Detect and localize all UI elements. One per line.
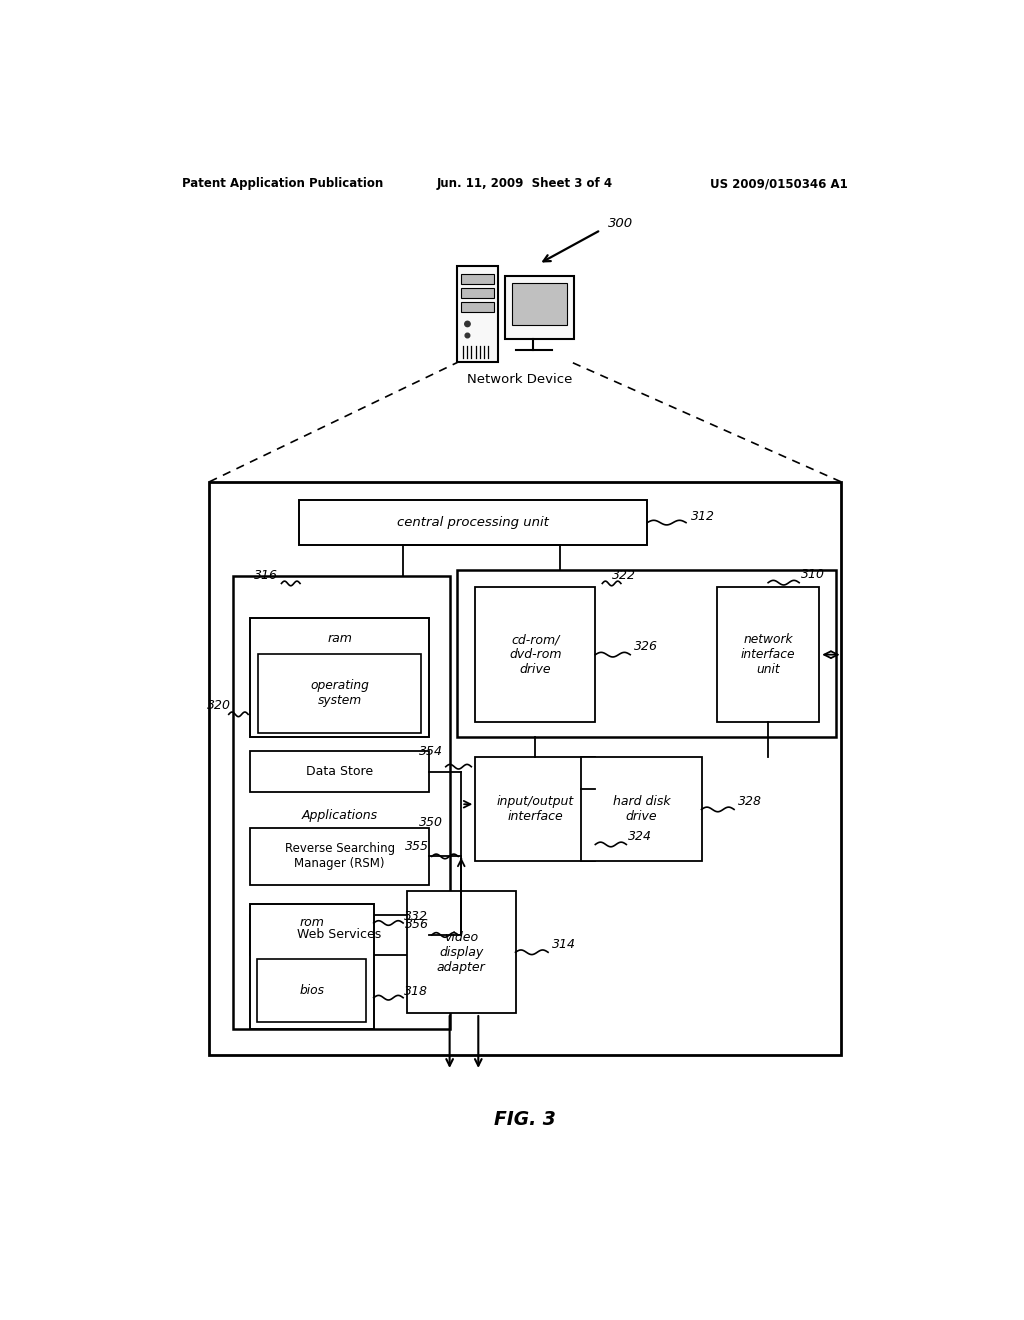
Circle shape [465, 333, 470, 338]
Text: network
interface
unit: network interface unit [741, 634, 796, 676]
FancyBboxPatch shape [250, 904, 374, 1028]
Text: 328: 328 [737, 795, 762, 808]
Text: ram: ram [327, 631, 352, 644]
Text: central processing unit: central processing unit [397, 516, 549, 529]
Text: Applications: Applications [301, 809, 378, 822]
FancyBboxPatch shape [250, 751, 429, 792]
Text: cd-rom/
dvd-rom
drive: cd-rom/ dvd-rom drive [509, 634, 561, 676]
Text: 326: 326 [634, 640, 657, 653]
Text: 312: 312 [691, 510, 715, 523]
FancyBboxPatch shape [250, 618, 429, 738]
Text: 300: 300 [607, 218, 633, 231]
Text: 320: 320 [208, 698, 231, 711]
Text: FIG. 3: FIG. 3 [494, 1110, 556, 1129]
FancyBboxPatch shape [257, 960, 366, 1022]
Text: input/output
interface: input/output interface [497, 796, 573, 824]
Text: bios: bios [299, 985, 325, 998]
FancyBboxPatch shape [475, 758, 595, 862]
FancyBboxPatch shape [461, 288, 494, 298]
FancyBboxPatch shape [407, 891, 515, 1014]
Text: Data Store: Data Store [306, 766, 373, 779]
FancyBboxPatch shape [250, 915, 429, 956]
FancyBboxPatch shape [299, 500, 647, 545]
Circle shape [465, 321, 470, 326]
Text: operating
system: operating system [310, 680, 369, 708]
Text: 318: 318 [404, 985, 428, 998]
FancyBboxPatch shape [458, 570, 836, 738]
FancyBboxPatch shape [475, 587, 595, 722]
Text: 350: 350 [419, 816, 443, 829]
FancyBboxPatch shape [250, 829, 429, 884]
Text: Network Device: Network Device [467, 372, 572, 385]
FancyBboxPatch shape [232, 576, 450, 1028]
Text: 316: 316 [254, 569, 278, 582]
FancyBboxPatch shape [506, 276, 573, 339]
FancyBboxPatch shape [461, 302, 494, 312]
Text: 356: 356 [406, 919, 429, 932]
Text: 355: 355 [406, 840, 429, 853]
Text: Patent Application Publication: Patent Application Publication [182, 177, 384, 190]
Text: 310: 310 [801, 568, 825, 581]
Text: US 2009/0150346 A1: US 2009/0150346 A1 [710, 177, 848, 190]
FancyBboxPatch shape [582, 758, 701, 862]
Text: Jun. 11, 2009  Sheet 3 of 4: Jun. 11, 2009 Sheet 3 of 4 [437, 177, 612, 190]
FancyBboxPatch shape [512, 284, 567, 326]
Text: 322: 322 [612, 569, 636, 582]
Text: 314: 314 [552, 939, 575, 952]
FancyBboxPatch shape [458, 267, 498, 363]
Text: rom: rom [299, 916, 325, 929]
FancyBboxPatch shape [461, 275, 494, 284]
Text: 324: 324 [629, 830, 652, 843]
Text: video
display
adapter: video display adapter [437, 931, 485, 974]
FancyBboxPatch shape [258, 653, 421, 733]
Text: Web Services: Web Services [297, 928, 382, 941]
FancyBboxPatch shape [717, 587, 819, 722]
Text: 332: 332 [404, 909, 428, 923]
Text: hard disk
drive: hard disk drive [612, 796, 671, 824]
Text: 354: 354 [419, 744, 443, 758]
FancyBboxPatch shape [209, 482, 841, 1056]
Text: Reverse Searching
Manager (RSM): Reverse Searching Manager (RSM) [285, 842, 394, 870]
